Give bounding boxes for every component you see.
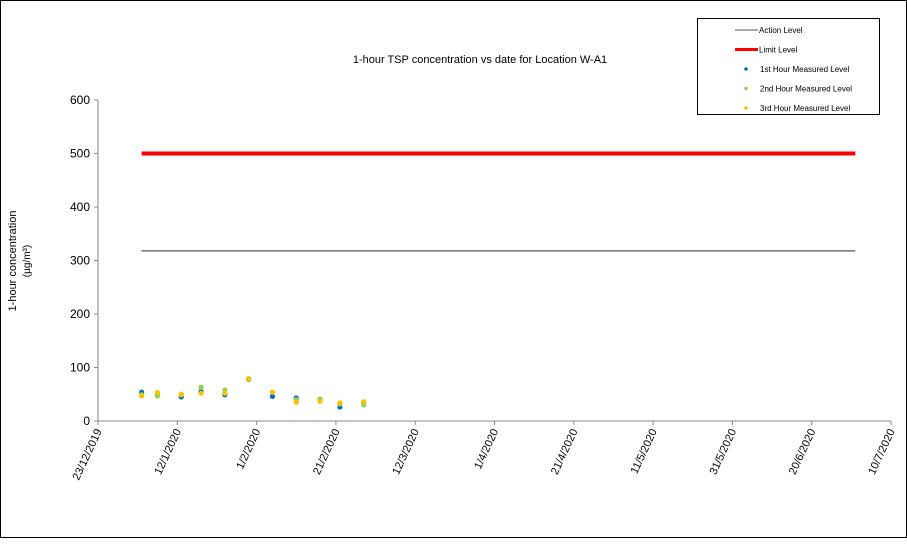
legend-label: Action Level [759, 26, 803, 35]
y-tick-label: 100 [70, 361, 90, 375]
legend-dot-swatch [744, 106, 748, 110]
legend-label: 1st Hour Measured Level [760, 65, 850, 74]
data-point-3 [154, 390, 161, 396]
y-tick-label: 200 [70, 307, 90, 321]
y-axis-unit: (µg/m³) [22, 245, 33, 277]
y-axis-label: 1-hour concentration [7, 211, 19, 312]
data-point-3 [246, 376, 252, 382]
legend-label: 3rd Hour Measured Level [760, 104, 850, 113]
data-point-3 [317, 398, 323, 404]
data-point-1 [269, 393, 276, 399]
data-point-3 [269, 389, 276, 395]
data-point-3 [293, 399, 299, 405]
data-point-3 [337, 400, 343, 406]
y-tick-label: 400 [70, 200, 90, 214]
data-point-2 [198, 384, 204, 390]
chart-title: 1-hour TSP concentration vs date for Loc… [353, 54, 607, 66]
legend: Action Level Limit Level 1st Hour Measured… [697, 18, 880, 115]
legend-dot-swatch [744, 86, 748, 91]
y-tick-label: 0 [83, 414, 90, 428]
legend-label: Limit Level [759, 46, 797, 55]
legend-label: 2nd Hour Measured Level [760, 85, 852, 94]
data-point-3 [178, 391, 184, 397]
data-point-3 [361, 399, 367, 405]
legend-box [697, 18, 880, 115]
y-tick-label: 600 [70, 93, 90, 107]
y-tick-label: 500 [70, 147, 90, 161]
data-point-3 [198, 390, 204, 396]
legend-dot-swatch [744, 67, 748, 71]
data-point-3 [222, 390, 228, 396]
y-tick-label: 300 [70, 254, 90, 268]
data-point-3 [139, 393, 145, 399]
